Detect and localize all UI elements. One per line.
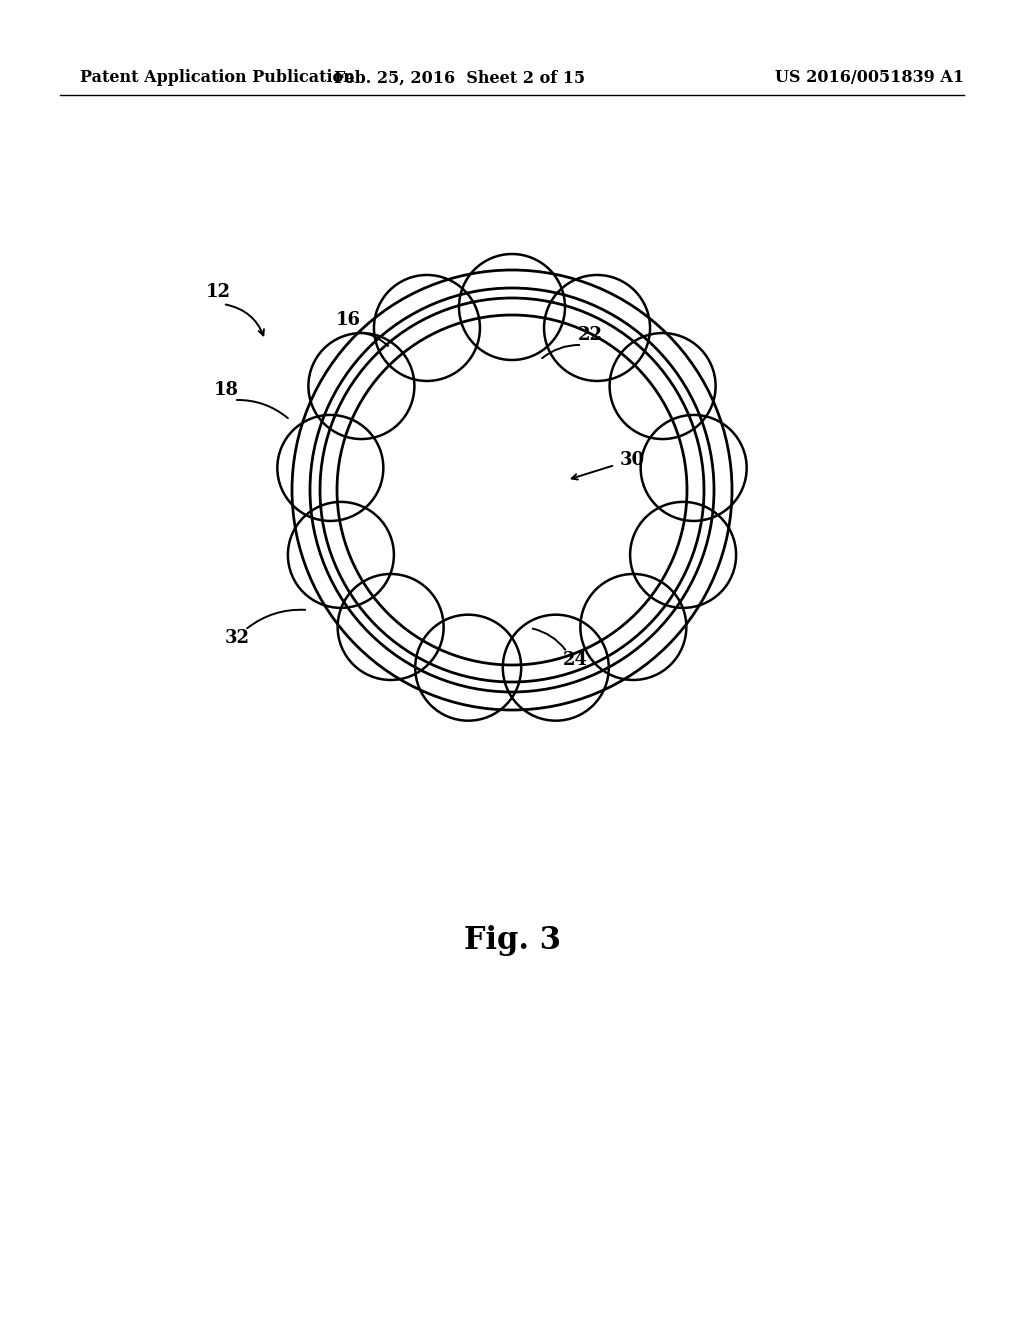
Text: 30: 30 [620, 451, 645, 469]
Text: Fig. 3: Fig. 3 [464, 924, 560, 956]
Text: 24: 24 [562, 651, 588, 669]
Text: 16: 16 [336, 312, 360, 329]
Text: Patent Application Publication: Patent Application Publication [80, 70, 354, 87]
Text: 12: 12 [206, 282, 230, 301]
Text: Feb. 25, 2016  Sheet 2 of 15: Feb. 25, 2016 Sheet 2 of 15 [335, 70, 586, 87]
Text: 32: 32 [224, 630, 250, 647]
Text: 18: 18 [213, 381, 239, 399]
Text: US 2016/0051839 A1: US 2016/0051839 A1 [775, 70, 965, 87]
Text: 22: 22 [578, 326, 602, 345]
